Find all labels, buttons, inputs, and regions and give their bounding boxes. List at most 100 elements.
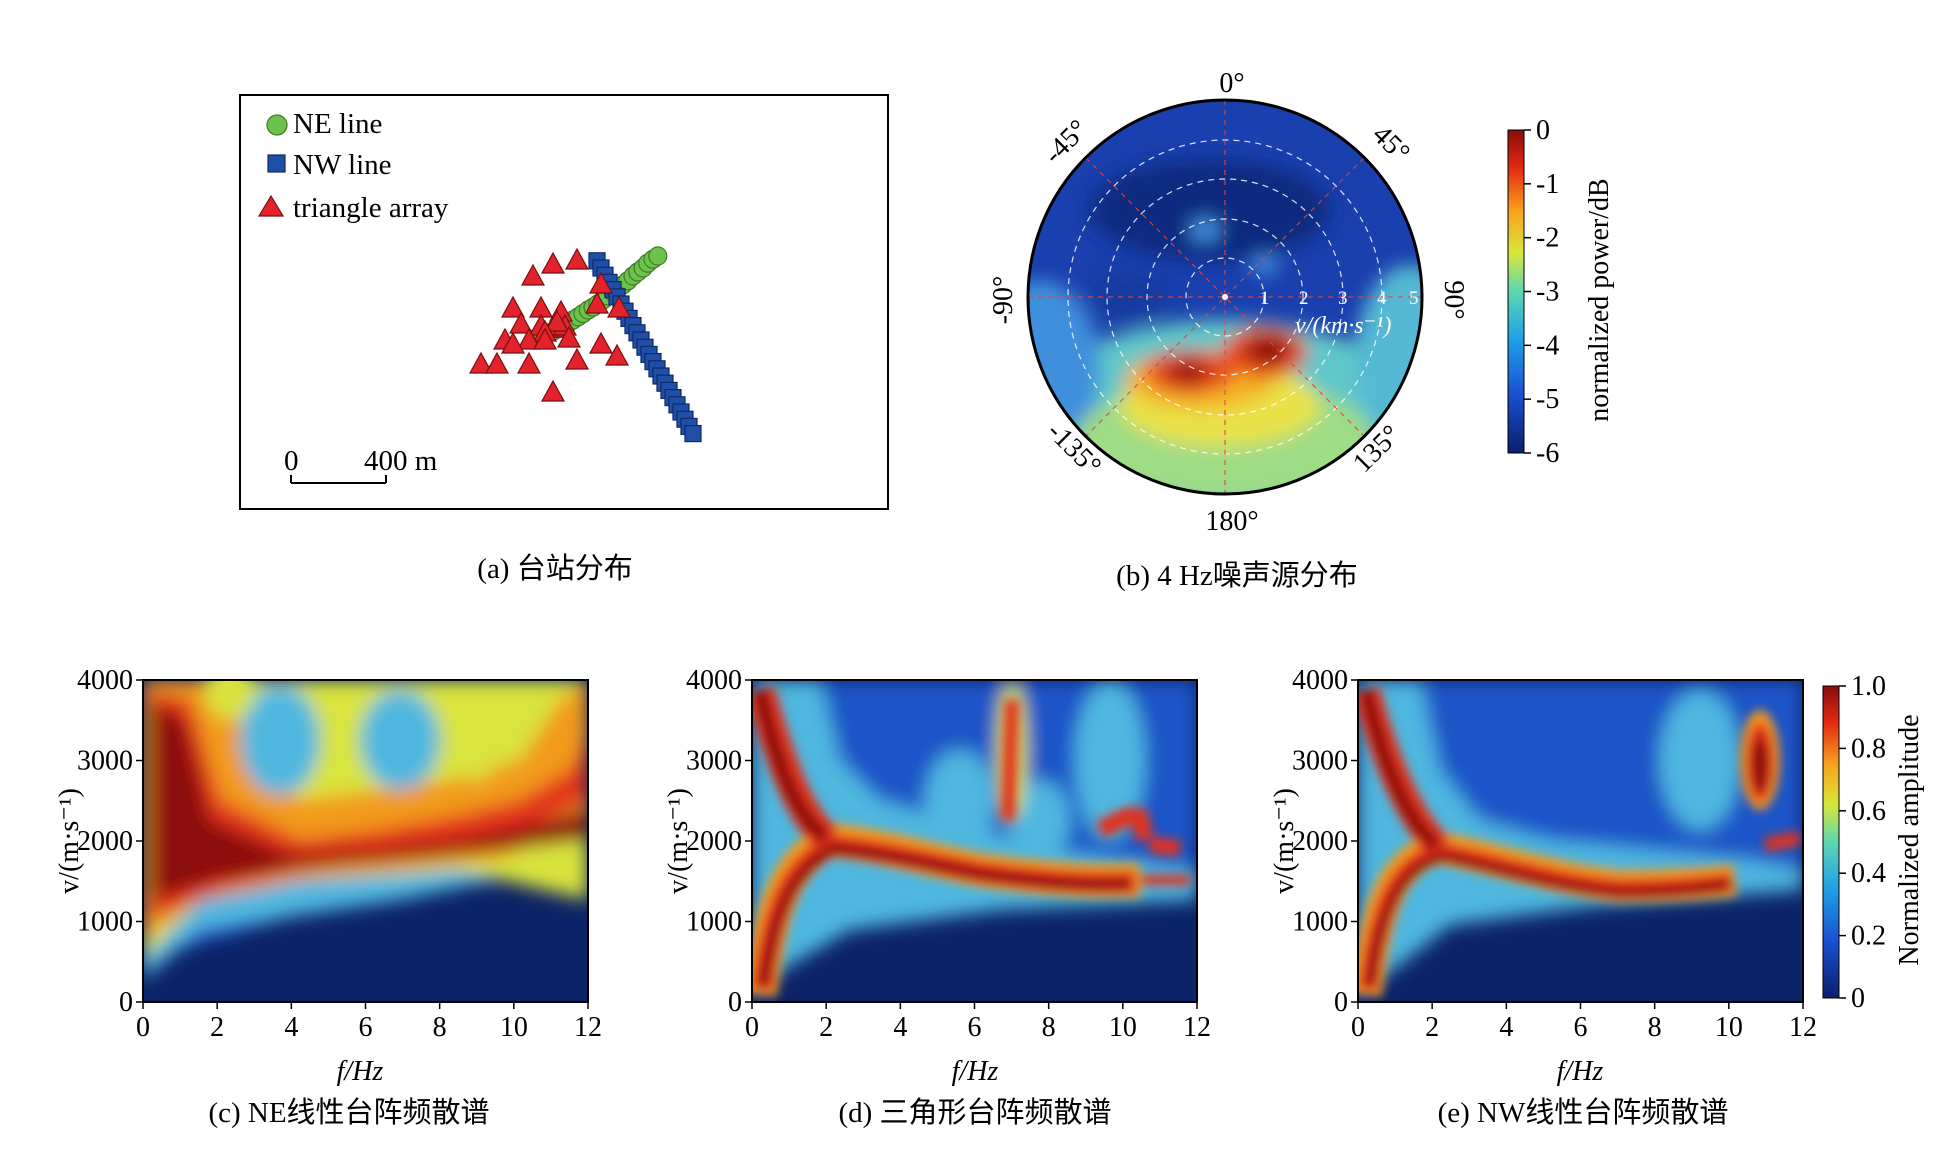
triangle-station-marker: [540, 379, 566, 402]
triangle-station-marker: [564, 347, 590, 370]
scale-bar: 0 400 m: [284, 445, 438, 484]
x-tick-label: 8: [433, 1012, 447, 1043]
x-tick-label: 2: [210, 1012, 224, 1043]
panel-c: 0 2 4 6 8 10 12 0 1000 2000 3000 4000 f/Hz v/(m·s⁻¹…: [54, 665, 602, 1129]
colorbar-b-tick-label: -4: [1536, 330, 1559, 361]
triangle-station-marker: [468, 351, 494, 374]
triangle-station-marker: [500, 295, 526, 318]
scale-bar-distance: 400 m: [364, 445, 438, 477]
triangle-station-marker: [508, 311, 534, 334]
colorbar-b-label: normalized power/dB: [1584, 178, 1615, 421]
x-tick-label: 8: [1042, 1012, 1056, 1043]
caption-b: (b) 4 Hz噪声源分布: [1116, 559, 1358, 592]
legend-a: NE line NW line triangle array: [257, 108, 449, 224]
triangle-station-marker: [606, 295, 632, 318]
radial-tick-4: 4: [1377, 288, 1387, 309]
triangle-station-marker: [516, 351, 542, 374]
angle-label-0: 0°: [1219, 68, 1244, 99]
axes-c: 0 2 4 6 8 10 12 0 1000 2000 3000 4000: [77, 665, 602, 1043]
y-tick-label: 2000: [1292, 826, 1348, 857]
axes-d: 0 2 4 6 8 10 12 0 1000 2000 3000 4000: [686, 665, 1211, 1043]
x-tick-label: 12: [574, 1012, 602, 1043]
x-tick-label: 6: [359, 1012, 373, 1043]
y-tick-label: 4000: [686, 665, 742, 696]
panel-a-frame: [239, 94, 889, 510]
nw-station-marker: [684, 425, 702, 443]
radial-tick-1: 1: [1260, 288, 1270, 309]
radial-axis-label: v/(km·s⁻¹): [1295, 313, 1392, 339]
angle-label-45: 45°: [1366, 119, 1416, 169]
colorbar-b-ticks: 0 -1 -2 -3 -4 -5 -6: [1524, 115, 1559, 469]
x-tick-label: 4: [1499, 1012, 1513, 1043]
radial-ticks: 1 2 3 4 5 v/(km·s⁻¹): [1260, 288, 1419, 339]
panel-b: 1 2 3 4 5 v/(km·s⁻¹) 0° 45° 90° 135° 180…: [988, 68, 1615, 592]
legend-label-triangle: triangle array: [293, 192, 449, 224]
triangle-station-marker: [588, 271, 614, 294]
colorbar-b-tick-label: -1: [1536, 169, 1559, 200]
colorbar-dispersion-tick-label: 0.6: [1851, 796, 1886, 827]
x-tick-label: 2: [819, 1012, 833, 1043]
heatmap-e: [1358, 680, 1803, 1002]
triangle-station-marker: [540, 251, 566, 274]
xlabel-d: f/Hz: [952, 1056, 999, 1087]
y-tick-label: 4000: [1292, 665, 1348, 696]
colorbar-b: [1507, 129, 1525, 454]
y-tick-label: 3000: [1292, 746, 1348, 777]
x-tick-label: 6: [968, 1012, 982, 1043]
x-tick-label: 0: [1351, 1012, 1365, 1043]
scale-bar-zero: 0: [284, 445, 299, 477]
x-tick-label: 2: [1425, 1012, 1439, 1043]
x-tick-label: 10: [1109, 1012, 1137, 1043]
triangle-station-marker: [588, 331, 614, 354]
panel-a: NE line NW line triangle array 0 400 m (…: [239, 94, 889, 585]
colorbar-dispersion-tick-label: 0.8: [1851, 733, 1886, 764]
y-tick-label: 1000: [686, 907, 742, 938]
x-tick-label: 12: [1789, 1012, 1817, 1043]
x-tick-label: 6: [1574, 1012, 1588, 1043]
y-tick-label: 0: [1334, 987, 1348, 1018]
y-tick-label: 0: [119, 987, 133, 1018]
y-tick-label: 2000: [77, 826, 133, 857]
colorbar-b-tick-label: -5: [1536, 384, 1559, 415]
triangle-station-marker: [500, 331, 526, 354]
colorbar-dispersion-bar: [1822, 685, 1840, 999]
panel-e: 0 2 4 6 8 10 12 0 1000 2000 3000 4000 f/Hz v/(m·s⁻¹…: [1269, 665, 1817, 1129]
y-tick-label: 2000: [686, 826, 742, 857]
angle-label-180: 180°: [1205, 506, 1258, 537]
y-tick-label: 3000: [686, 746, 742, 777]
triangle-station-marker: [556, 325, 582, 348]
colorbar-dispersion: 0 0.2 0.4 0.6 0.8 1.0 Normalized amplitude: [1822, 671, 1925, 1014]
colorbar-dispersion-tick-label: 0.4: [1851, 858, 1886, 889]
ylabel-d: v/(m·s⁻¹): [663, 788, 694, 894]
x-tick-label: 0: [745, 1012, 759, 1043]
legend-square-marker: [267, 154, 286, 173]
angle-label-neg90: -90°: [988, 276, 1019, 325]
y-tick-label: 0: [728, 987, 742, 1018]
radial-tick-2: 2: [1299, 288, 1309, 309]
caption-d: (d) 三角形台阵频散谱: [838, 1096, 1111, 1129]
angle-label-90: 90°: [1438, 280, 1469, 319]
radial-tick-3: 3: [1338, 288, 1348, 309]
triangle-station-marker: [520, 263, 546, 286]
triangle-station-marker: [484, 351, 510, 374]
station-markers: [468, 246, 702, 443]
legend-label-ne: NE line: [293, 108, 382, 140]
colorbar-dispersion-tick-label: 1.0: [1851, 671, 1886, 702]
xlabel-c: f/Hz: [337, 1056, 384, 1087]
colorbar-b-tick-label: 0: [1536, 115, 1550, 146]
polar-frame: [1026, 98, 1424, 496]
y-tick-label: 1000: [77, 907, 133, 938]
triangle-station-marker: [604, 343, 630, 366]
x-tick-label: 0: [136, 1012, 150, 1043]
x-tick-label: 10: [500, 1012, 528, 1043]
colorbar-dispersion-label: Normalized amplitude: [1894, 714, 1925, 965]
caption-a: (a) 台站分布: [477, 552, 632, 585]
colorbar-dispersion-tick-label: 0.2: [1851, 921, 1886, 952]
y-tick-label: 4000: [77, 665, 133, 696]
colorbar-b-tick-label: -2: [1536, 223, 1559, 254]
heatmap-d: [752, 680, 1197, 1002]
x-tick-label: 8: [1648, 1012, 1662, 1043]
x-tick-label: 10: [1715, 1012, 1743, 1043]
triangle-station-marker: [532, 327, 558, 350]
colorbar-b-tick-label: -3: [1536, 277, 1559, 308]
